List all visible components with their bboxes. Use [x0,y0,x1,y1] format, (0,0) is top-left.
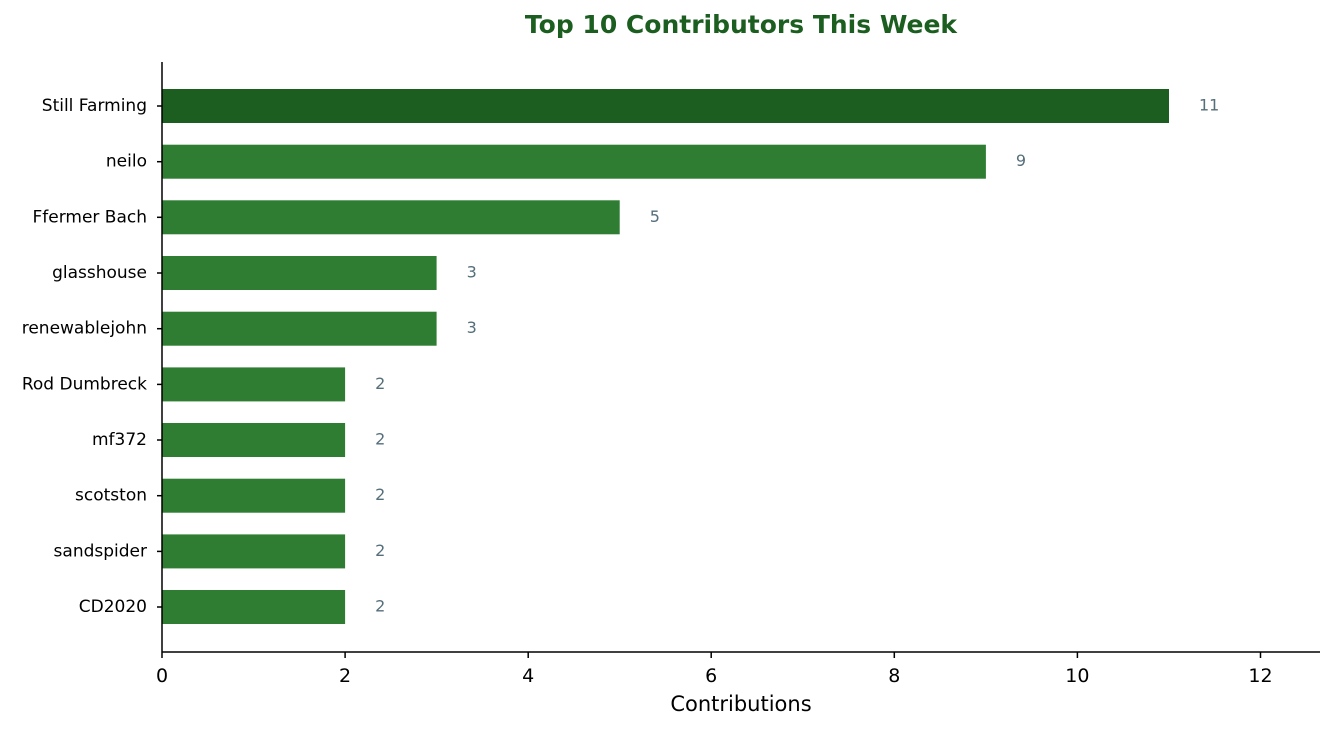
bar [162,89,1169,123]
y-tick-label: neilo [106,152,147,172]
bar [162,590,346,624]
bar [162,367,346,402]
bar [162,423,346,457]
bar [162,256,437,290]
data-label: 11 [1199,96,1219,115]
x-tick-label: 10 [1065,665,1089,687]
data-label: 2 [375,597,385,616]
data-label: 9 [1016,151,1026,170]
data-label: 2 [375,541,385,560]
y-tick-label: scotston [75,486,147,506]
y-tick-label: sandspider [54,541,147,561]
bar [162,534,346,569]
data-label: 5 [650,207,660,226]
y-tick-label: mf372 [92,430,147,450]
data-label: 2 [375,374,385,393]
data-label: 3 [467,318,477,337]
x-tick-label: 0 [156,665,168,687]
y-tick-label: Still Farming [42,96,147,116]
data-label: 3 [467,263,477,282]
x-axis-label: Contributions [670,692,812,716]
bar [162,144,986,179]
bar [162,478,346,513]
data-label: 2 [375,430,385,449]
chart-title: Top 10 Contributors This Week [524,10,958,39]
y-tick-label: renewablejohn [22,319,147,339]
y-tick-label: CD2020 [79,597,147,617]
x-tick-label: 2 [339,665,351,687]
y-tick-label: Ffermer Bach [32,207,147,227]
y-tick-label: Rod Dumbreck [22,374,147,394]
bar [162,311,437,346]
data-label: 2 [375,485,385,504]
x-tick-label: 12 [1248,665,1272,687]
y-tick-label: glasshouse [52,263,147,283]
x-tick-label: 6 [705,665,717,687]
x-tick-label: 4 [522,665,534,687]
bar [162,200,620,235]
x-tick-label: 8 [888,665,900,687]
